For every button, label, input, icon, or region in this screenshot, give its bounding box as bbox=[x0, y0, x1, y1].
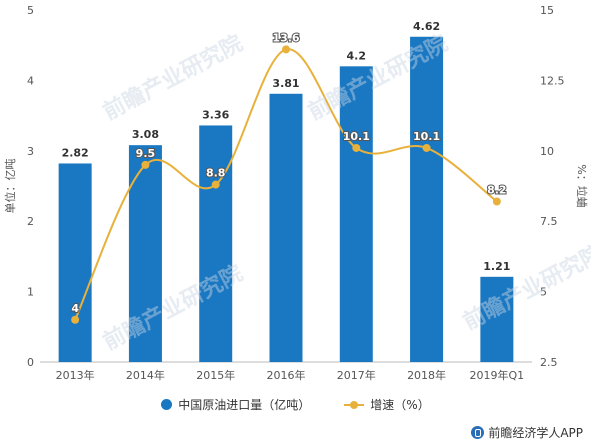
y-left-tick-label: 4 bbox=[27, 74, 34, 87]
bar bbox=[199, 125, 233, 363]
line-point bbox=[141, 160, 150, 169]
line-point bbox=[422, 143, 431, 152]
y-right-tick-label: 10 bbox=[540, 145, 554, 158]
legend-item-line[interactable]: 增速（%） bbox=[344, 396, 430, 413]
footer-text: 前瞻经济学人APP bbox=[488, 426, 583, 440]
y-right-tick-label: 15 bbox=[540, 4, 554, 17]
y-right-tick-label: 5 bbox=[540, 286, 547, 299]
x-tick-label: 2017年 bbox=[337, 368, 376, 382]
line-data-label: 8.8 bbox=[206, 167, 226, 180]
bar-data-label: 1.21 bbox=[483, 260, 510, 273]
footer: 前瞻经济学人APP bbox=[471, 424, 583, 441]
x-tick-label: 2018年 bbox=[407, 368, 446, 382]
bar-data-label: 3.08 bbox=[132, 128, 159, 141]
y-right-tick-label: 2.5 bbox=[540, 356, 558, 369]
bar bbox=[58, 163, 92, 362]
app-logo-icon bbox=[471, 426, 485, 439]
bar-data-label: 2.82 bbox=[62, 146, 89, 159]
x-tick-label: 2019年Q1 bbox=[470, 368, 525, 382]
y-left-tick-label: 3 bbox=[27, 145, 34, 158]
line-data-label: 13.6 bbox=[272, 31, 299, 44]
bar bbox=[480, 276, 514, 362]
line-point bbox=[352, 143, 361, 152]
bar bbox=[339, 66, 373, 362]
x-tick-label: 2013年 bbox=[56, 368, 95, 382]
y-left-tick-label: 0 bbox=[27, 356, 34, 369]
bar-data-label: 3.81 bbox=[272, 77, 299, 90]
y-left-tick-label: 2 bbox=[27, 215, 34, 228]
growth-line bbox=[74, 48, 498, 321]
y-right-axis-title: %：垃蛐 bbox=[575, 164, 589, 207]
bar bbox=[269, 93, 303, 362]
bar bbox=[128, 145, 162, 362]
bar-data-label: 4.62 bbox=[413, 20, 440, 33]
legend-line-label: 增速（%） bbox=[370, 398, 430, 412]
y-left-tick-label: 1 bbox=[27, 286, 34, 299]
x-tick-label: 2015年 bbox=[196, 368, 235, 382]
line-point bbox=[211, 180, 220, 189]
y-left-axis-title: 单位：亿吨 bbox=[3, 159, 17, 214]
legend-item-bar[interactable]: 中国原油进口量（亿吨） bbox=[161, 396, 310, 413]
y-right-tick-label: 12.5 bbox=[540, 74, 565, 87]
line-data-label: 10.1 bbox=[413, 130, 440, 143]
y-right-tick-label: 7.5 bbox=[540, 215, 558, 228]
bar-data-label: 3.36 bbox=[202, 108, 229, 121]
y-left-tick-label: 5 bbox=[27, 4, 34, 17]
line-data-label: 9.5 bbox=[136, 147, 156, 160]
legend: 中国原油进口量（亿吨） 增速（%） bbox=[0, 396, 591, 413]
line-data-label: 8.2 bbox=[487, 183, 507, 196]
line-data-label: 10.1 bbox=[343, 130, 370, 143]
x-tick-label: 2014年 bbox=[126, 368, 165, 382]
bar bbox=[410, 36, 444, 362]
x-tick-label: 2016年 bbox=[267, 368, 306, 382]
legend-line-swatch bbox=[344, 399, 365, 410]
legend-bar-label: 中国原油进口量（亿吨） bbox=[178, 398, 311, 412]
bar-data-label: 4.2 bbox=[347, 49, 367, 62]
line-point bbox=[282, 45, 290, 54]
line-point bbox=[492, 197, 501, 206]
legend-bar-swatch bbox=[161, 399, 173, 410]
line-point bbox=[71, 315, 80, 324]
line-data-label: 4 bbox=[71, 302, 79, 315]
